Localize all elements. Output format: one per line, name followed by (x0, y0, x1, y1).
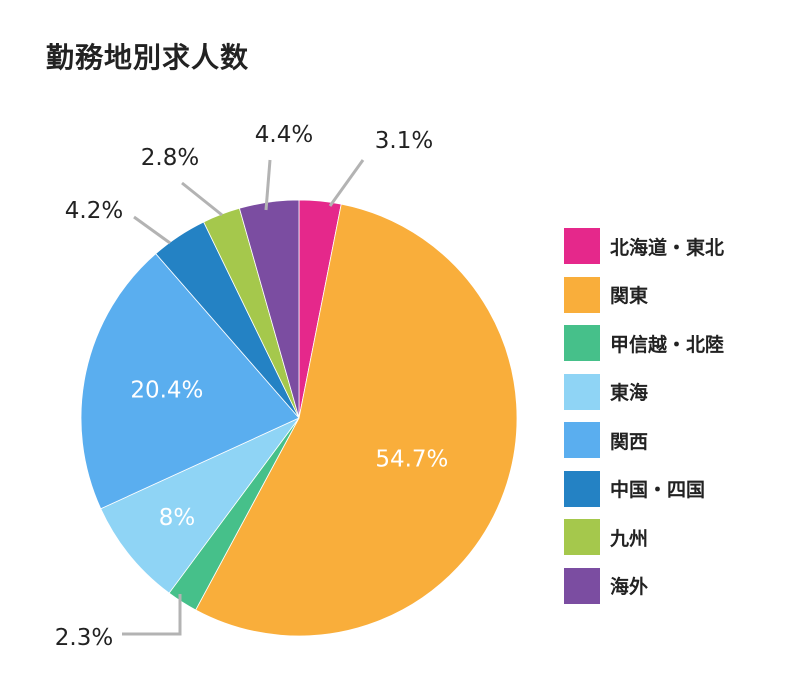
legend-label: 北海道・東北 (610, 236, 725, 259)
legend-swatch (564, 422, 600, 458)
pie-slices (80, 199, 518, 637)
legend-item-3: 東海 (564, 373, 764, 410)
legend-label: 関東 (610, 285, 649, 307)
data-label-6: 2.8% (141, 145, 199, 171)
legend-item-7: 海外 (564, 567, 764, 604)
legend-item-0: 北海道・東北 (564, 228, 764, 264)
data-label-0: 3.1% (375, 128, 433, 154)
legend-item-1: 関東 (564, 276, 764, 313)
legend-label: 甲信越・北陸 (610, 333, 725, 356)
legend-item-2: 甲信越・北陸 (564, 325, 764, 361)
legend-swatch (564, 325, 600, 361)
legend-label: 関西 (610, 430, 649, 453)
legend-item-5: 中国・四国 (564, 470, 764, 507)
legend-label: 九州 (610, 527, 649, 550)
legend-swatch (564, 519, 600, 555)
leader-line-2 (122, 594, 182, 636)
pie-slice-4 (80, 253, 300, 510)
pie-slice-3 (100, 417, 300, 594)
legend-label: 中国・四国 (610, 479, 706, 501)
legend-swatch (564, 373, 600, 410)
legend-swatch (564, 228, 600, 264)
legend-swatch (564, 567, 600, 604)
leader-line-6 (181, 181, 223, 217)
data-label-3: 8% (159, 505, 196, 531)
legend-label: 海外 (610, 576, 649, 598)
data-label-4: 20.4% (130, 378, 203, 404)
chart-title: 勤務地別求人数 (46, 41, 250, 74)
chart-legend: 北海道・東北 関東甲信越・北陸 東海関西中国・四国九州海外 (564, 228, 764, 616)
data-label-5: 4.2% (65, 198, 123, 224)
leader-line-5 (133, 215, 171, 245)
leader-line-7 (264, 159, 272, 211)
legend-swatch (564, 276, 600, 313)
legend-swatch (564, 470, 600, 507)
legend-item-6: 九州 (564, 519, 764, 555)
data-label-2: 2.3% (55, 625, 113, 651)
legend-item-4: 関西 (564, 422, 764, 458)
pie-slice-1 (195, 203, 518, 637)
pie-labels: 3.1% 54.7% 2.3% 8% 20.4% 4.2% 2.8% 4.4% (55, 122, 449, 651)
data-label-1: 54.7% (375, 446, 448, 472)
legend-label: 東海 (610, 382, 649, 404)
data-label-7: 4.4% (255, 122, 313, 148)
leader-line-0 (328, 159, 365, 207)
pie-slice-7 (238, 199, 300, 419)
